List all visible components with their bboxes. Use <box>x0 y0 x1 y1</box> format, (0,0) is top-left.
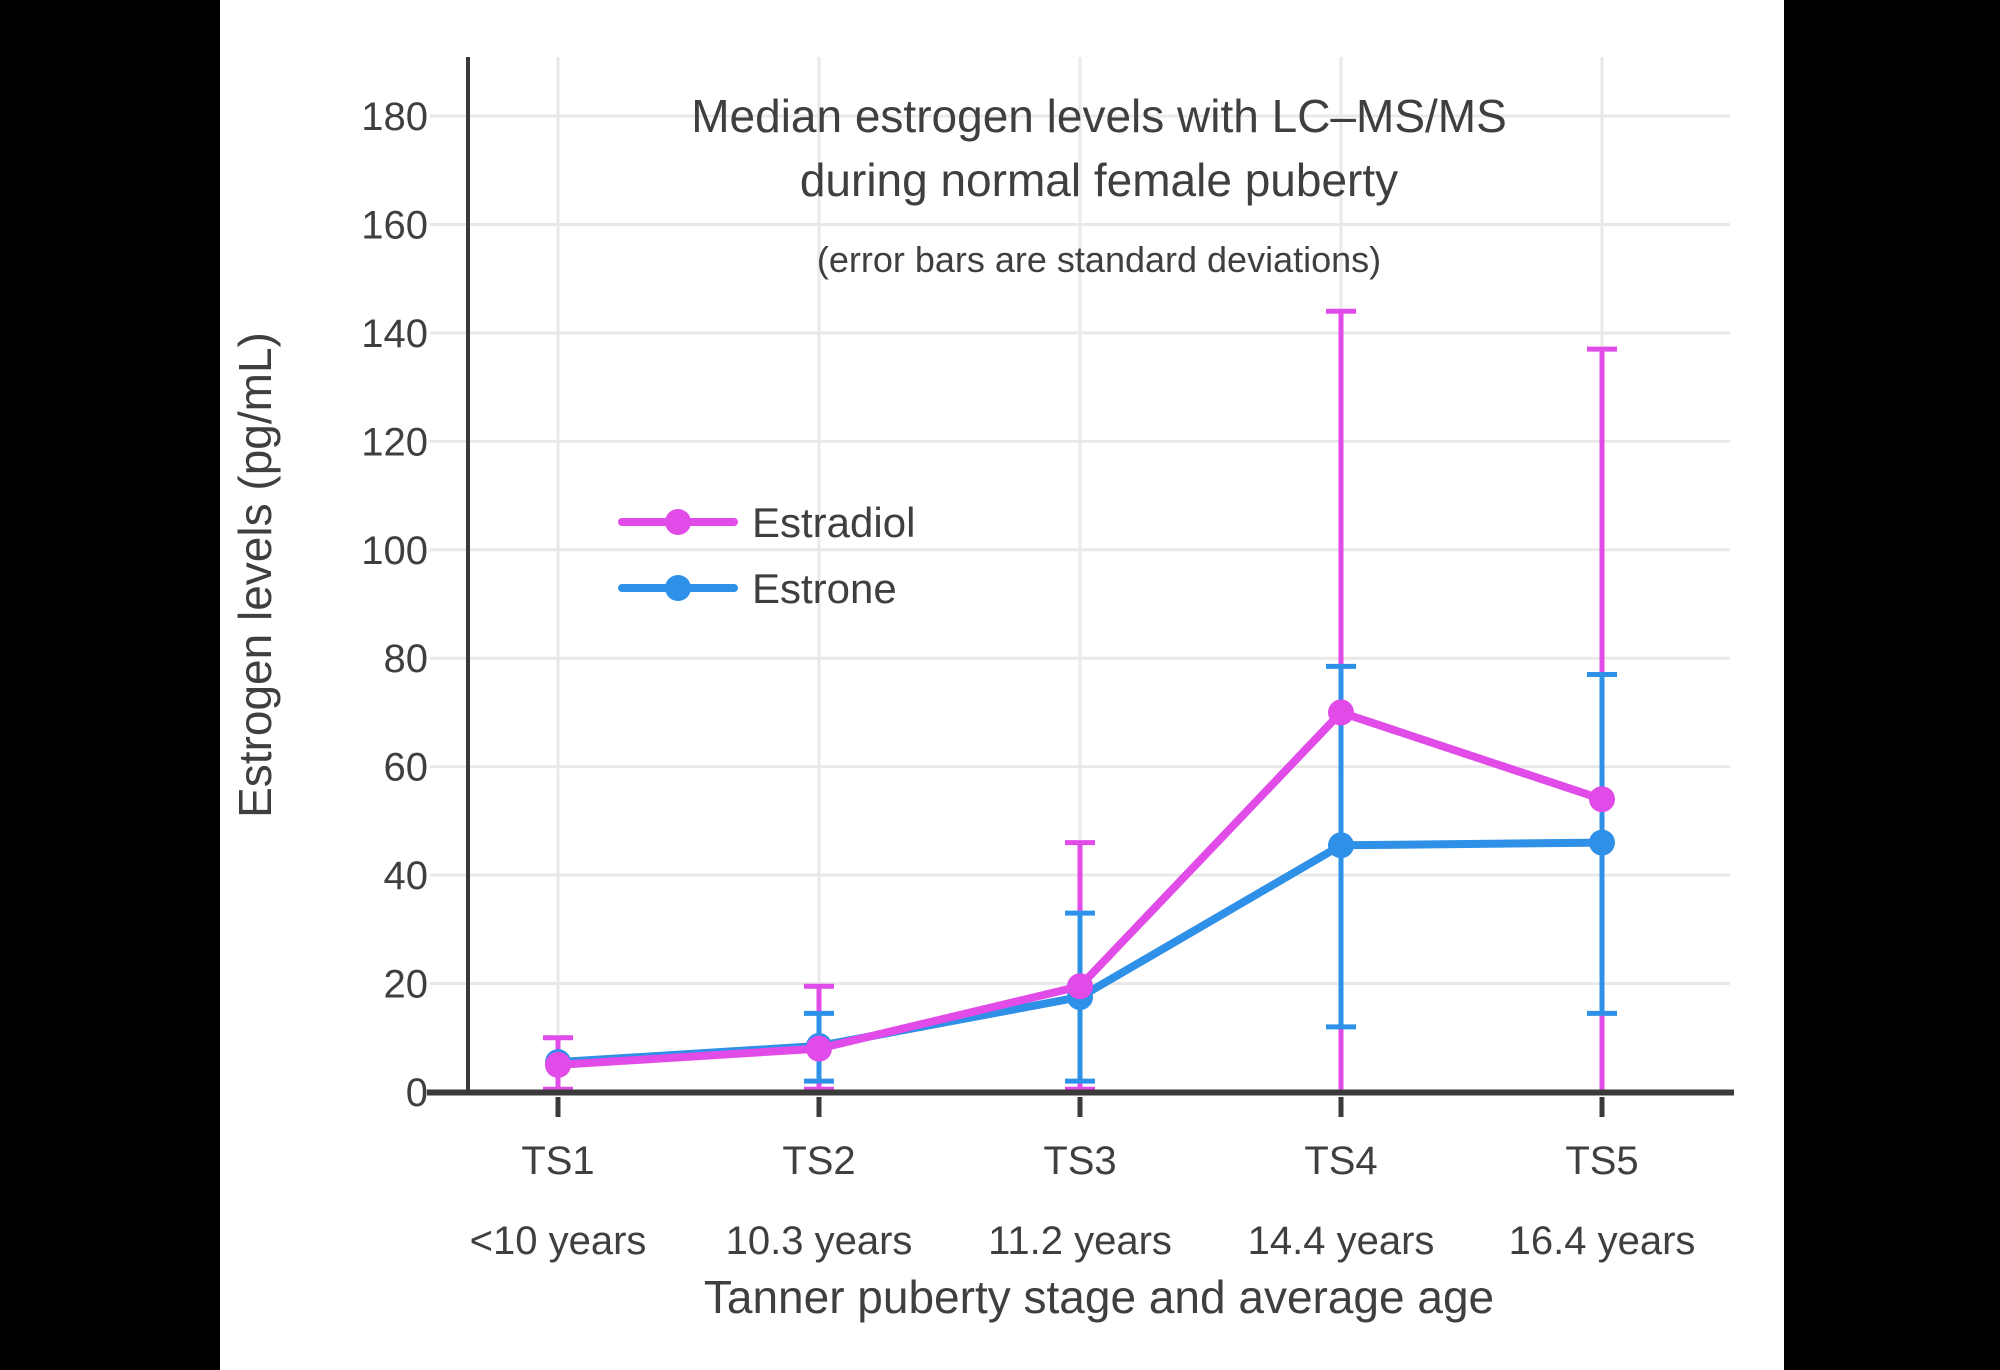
legend-item-estrone: Estrone <box>618 565 897 612</box>
y-tick-label-140: 140 <box>361 312 428 356</box>
point-estradiol-TS2 <box>806 1035 832 1062</box>
x-age-label-TS5: 16.4 years <box>1509 1219 1696 1263</box>
y-tick-label-20: 20 <box>384 963 429 1007</box>
chart-title-line-2: during normal female puberty <box>800 154 1398 206</box>
chart-title-line-1: Median estrogen levels with LC–MS/MS <box>691 90 1507 142</box>
y-tick-label-160: 160 <box>361 203 428 247</box>
point-estrone-TS4 <box>1328 832 1354 859</box>
x-age-label-TS2: 10.3 years <box>726 1219 913 1263</box>
point-estradiol-TS4 <box>1328 699 1354 726</box>
point-estradiol-TS5 <box>1589 786 1615 813</box>
gridlines <box>430 57 1730 1092</box>
y-tick-label-100: 100 <box>361 529 428 573</box>
x-tick-label-TS2: TS2 <box>782 1139 855 1183</box>
y-tick-label-0: 0 <box>406 1071 428 1115</box>
x-axis-title: Tanner puberty stage and average age <box>704 1271 1494 1323</box>
y-tick-label-80: 80 <box>384 637 429 681</box>
point-estradiol-TS1 <box>545 1051 571 1078</box>
y-tick-label-40: 40 <box>384 854 429 898</box>
y-tick-label-60: 60 <box>384 746 429 790</box>
x-tick-label-TS4: TS4 <box>1304 1139 1377 1183</box>
y-tick-label-180: 180 <box>361 95 428 139</box>
x-tick-label-TS5: TS5 <box>1565 1139 1638 1183</box>
legend-marker-estradiol <box>665 509 691 535</box>
y-axis-title: Estrogen levels (pg/mL) <box>229 332 281 818</box>
legend-marker-estrone <box>665 575 691 601</box>
x-tick-label-TS3: TS3 <box>1043 1139 1116 1183</box>
x-tick-label-TS1: TS1 <box>521 1139 594 1183</box>
legend-item-estradiol: Estradiol <box>618 499 915 546</box>
legend-label-estrone: Estrone <box>752 565 897 612</box>
series-estradiol <box>545 699 1615 1078</box>
x-age-label-TS4: 14.4 years <box>1248 1219 1435 1263</box>
x-age-label-TS3: 11.2 years <box>988 1219 1172 1263</box>
x-age-label-TS1: <10 years <box>470 1219 647 1263</box>
left-black-bar <box>0 0 220 1370</box>
point-estrone-TS5 <box>1589 829 1615 856</box>
point-estradiol-TS3 <box>1067 973 1093 1000</box>
chart-subtitle: (error bars are standard deviations) <box>817 239 1381 280</box>
right-black-bar <box>1784 0 2000 1370</box>
y-tick-label-120: 120 <box>361 420 428 464</box>
legend-label-estradiol: Estradiol <box>752 499 915 546</box>
